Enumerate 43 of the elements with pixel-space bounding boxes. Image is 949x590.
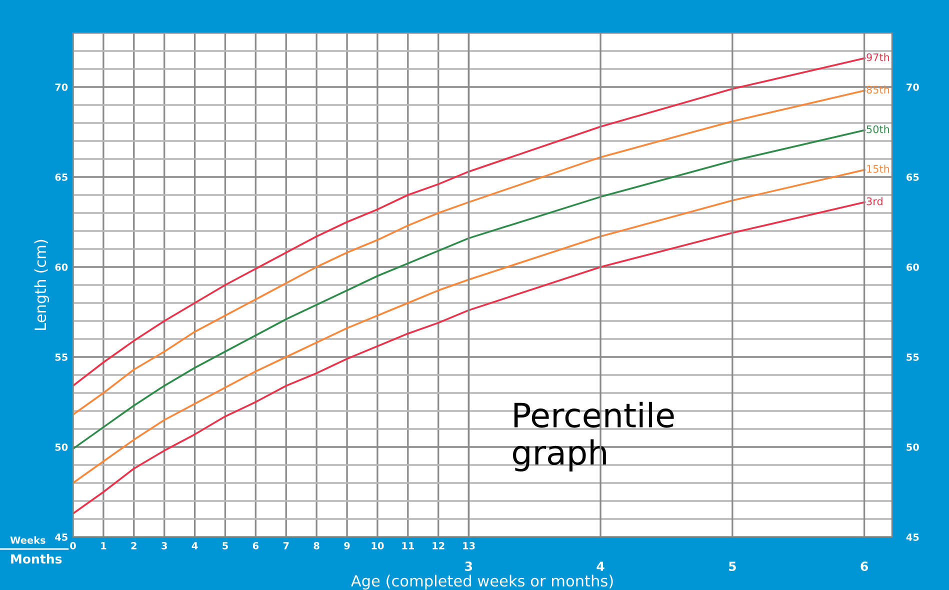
x-tick-label: 5 xyxy=(222,542,228,550)
annotation: Percentile graph xyxy=(513,402,674,472)
x-tick-label: 0 xyxy=(70,542,76,550)
x2-tick-label: 3 xyxy=(465,562,472,571)
y-tick-label: 45 xyxy=(55,534,68,541)
y2-tick-label: 60 xyxy=(906,263,919,271)
series-label: 85th xyxy=(866,86,890,94)
line-series xyxy=(73,201,866,515)
y2-tick-label: 50 xyxy=(906,443,919,451)
x2-tick-label: 5 xyxy=(729,562,736,571)
y-tick-label: 50 xyxy=(55,443,68,451)
x-tick-label: 11 xyxy=(402,542,414,550)
y-tick-label: 70 xyxy=(55,83,68,91)
x-tick-label: 13 xyxy=(463,542,475,550)
series-label: 97th xyxy=(866,53,890,62)
y2-tick-label: 55 xyxy=(906,354,919,361)
series-label: 50th xyxy=(866,125,890,134)
y-tick-label: 65 xyxy=(55,173,68,181)
x-axis-title: Age (completed weeks or months) xyxy=(351,574,613,590)
y-tick-label: 60 xyxy=(55,263,68,271)
x-tick-label: 1 xyxy=(101,542,106,550)
x-tick-label: 12 xyxy=(432,542,444,550)
x-tick-label: 7 xyxy=(283,542,289,550)
y-tick-label: 55 xyxy=(55,354,68,361)
x2-tick-label: 4 xyxy=(596,562,604,571)
text: Weeks xyxy=(10,536,46,544)
x-tick-label: 4 xyxy=(192,542,198,550)
y2-tick-label: 70 xyxy=(906,83,919,91)
series-label: 15th xyxy=(867,164,890,173)
y2-tick-label: 45 xyxy=(906,534,919,541)
x-tick-label: 6 xyxy=(252,542,259,550)
x2-tick-label: 6 xyxy=(860,562,868,571)
line-series xyxy=(73,57,866,387)
y-axis-title: Length (cm) xyxy=(34,240,50,330)
x-tick-label: 3 xyxy=(162,542,167,550)
text: Months xyxy=(11,554,62,564)
x-tick-label: 2 xyxy=(131,542,136,550)
y2-tick-label: 65 xyxy=(906,173,919,181)
series-label: 3rd xyxy=(866,197,882,206)
line-series xyxy=(73,168,866,484)
x-tick-label: 9 xyxy=(344,542,350,550)
x-tick-label: 10 xyxy=(372,542,384,550)
x-tick-label: 8 xyxy=(314,542,320,550)
